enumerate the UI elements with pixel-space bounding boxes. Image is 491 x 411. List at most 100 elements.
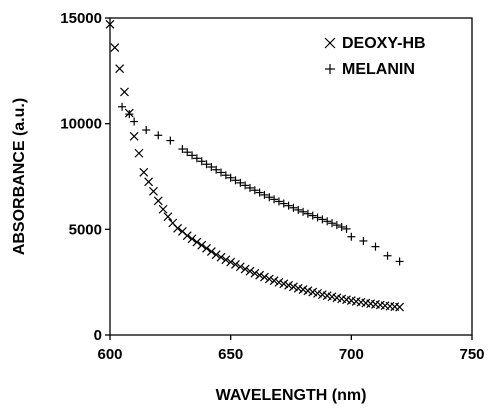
melanin-point bbox=[202, 160, 211, 169]
melanin-point bbox=[318, 215, 327, 224]
deoxy-hb-point bbox=[173, 223, 182, 233]
plot-frame bbox=[109, 17, 473, 336]
deoxy-hb-point bbox=[288, 282, 298, 292]
deoxy-hb-point bbox=[260, 272, 269, 282]
legend-item-melanin: MELANIN bbox=[325, 61, 415, 78]
deoxy-hb-point bbox=[269, 276, 279, 286]
melanin-point bbox=[342, 224, 351, 233]
deoxy-hb-point bbox=[134, 148, 144, 158]
deoxy-hb-point bbox=[235, 262, 245, 272]
deoxy-hb-point bbox=[153, 196, 163, 206]
melanin-point bbox=[142, 126, 151, 135]
x-tick-label: 750 bbox=[459, 346, 484, 363]
legend-label-melanin: MELANIN bbox=[342, 61, 415, 78]
melanin-point bbox=[231, 176, 240, 185]
deoxy-hb-point bbox=[110, 43, 120, 53]
deoxy-hb-point bbox=[197, 240, 207, 250]
melanin-point bbox=[294, 205, 303, 214]
melanin-point bbox=[188, 151, 197, 160]
melanin-point bbox=[332, 221, 341, 230]
melanin-point bbox=[192, 154, 201, 163]
y-axis-title: ABSORBANCE (a.u.) bbox=[11, 98, 28, 255]
deoxy-hb-point bbox=[149, 186, 158, 196]
data-markers bbox=[105, 19, 405, 312]
legend-plus-marker bbox=[325, 64, 335, 74]
deoxy-hb-point bbox=[395, 302, 405, 312]
x-tick-label: 650 bbox=[218, 346, 243, 363]
deoxy-hb-point bbox=[206, 247, 216, 256]
melanin-point bbox=[255, 188, 264, 197]
melanin-point bbox=[337, 223, 346, 232]
legend-marker-x-icon bbox=[324, 37, 336, 49]
deoxy-hb-point bbox=[158, 204, 168, 214]
deoxy-hb-point bbox=[144, 177, 154, 187]
melanin-point bbox=[265, 193, 274, 202]
axis-ticks: 600 650 700 750 0 5000 10000 15000 bbox=[60, 10, 484, 363]
melanin-point bbox=[395, 257, 404, 266]
melanin-point bbox=[118, 102, 127, 111]
deoxy-hb-point bbox=[264, 274, 274, 284]
melanin-point bbox=[166, 136, 175, 145]
melanin-point bbox=[130, 117, 139, 126]
melanin-point bbox=[241, 181, 250, 190]
melanin-point bbox=[197, 157, 206, 166]
deoxy-hb-point bbox=[105, 19, 115, 29]
melanin-point bbox=[212, 165, 221, 174]
melanin-point bbox=[383, 251, 392, 260]
melanin-point bbox=[313, 213, 322, 222]
deoxy-hb-point bbox=[139, 167, 149, 177]
melanin-point bbox=[226, 173, 235, 182]
deoxy-hb-point bbox=[245, 266, 255, 276]
legend-marker-plus-icon bbox=[325, 64, 335, 74]
y-tick-label: 15000 bbox=[60, 10, 102, 27]
deoxy-hb-point bbox=[115, 64, 125, 74]
deoxy-hb-point bbox=[129, 131, 139, 141]
x-axis-title: WAVELENGTH (nm) bbox=[216, 387, 367, 404]
melanin-point bbox=[299, 207, 308, 216]
melanin-point bbox=[250, 186, 259, 195]
deoxy-hb-point bbox=[255, 270, 265, 280]
deoxy-hb-point bbox=[250, 268, 260, 278]
x-tick-label: 600 bbox=[97, 346, 122, 363]
deoxy-hb-point bbox=[211, 250, 221, 260]
melanin-point bbox=[303, 209, 312, 218]
melanin-point bbox=[371, 242, 380, 251]
melanin-point bbox=[328, 219, 337, 228]
legend-item-deoxy-hb: DEOXY-HB bbox=[324, 35, 426, 52]
deoxy-hb-point bbox=[192, 237, 202, 247]
melanin-point bbox=[245, 183, 254, 192]
deoxy-hb-point bbox=[240, 264, 250, 274]
deoxy-hb-point bbox=[274, 277, 284, 287]
deoxy-hb-point bbox=[226, 257, 236, 267]
y-tick-label: 5000 bbox=[69, 221, 102, 238]
melanin-point bbox=[323, 217, 332, 226]
melanin-point bbox=[284, 201, 293, 210]
deoxy-hb-point bbox=[284, 280, 294, 290]
melanin-point bbox=[183, 148, 192, 157]
legend: DEOXY-HB MELANIN bbox=[324, 35, 426, 78]
deoxy-hb-point bbox=[279, 279, 289, 289]
melanin-point bbox=[178, 145, 187, 154]
melanin-point bbox=[125, 110, 134, 119]
axes bbox=[109, 17, 473, 336]
deoxy-hb-point bbox=[216, 252, 226, 262]
legend-x-marker bbox=[324, 37, 336, 49]
deoxy-hb-point bbox=[187, 234, 197, 244]
melanin-point bbox=[236, 178, 245, 187]
melanin-point bbox=[347, 232, 356, 241]
melanin-point bbox=[217, 168, 226, 177]
y-tick-label: 0 bbox=[94, 327, 102, 344]
deoxy-hb-point bbox=[163, 212, 173, 222]
melanin-point bbox=[279, 199, 288, 208]
legend-label-deoxy-hb: DEOXY-HB bbox=[342, 35, 426, 52]
y-tick-label: 10000 bbox=[60, 116, 102, 133]
melanin-point bbox=[289, 203, 298, 212]
deoxy-hb-point bbox=[221, 255, 231, 265]
melanin-point bbox=[359, 236, 368, 245]
deoxy-hb-point bbox=[120, 87, 129, 97]
melanin-point bbox=[221, 171, 230, 180]
melanin-point bbox=[260, 190, 269, 199]
melanin-point bbox=[270, 195, 279, 204]
melanin-point bbox=[308, 211, 317, 220]
